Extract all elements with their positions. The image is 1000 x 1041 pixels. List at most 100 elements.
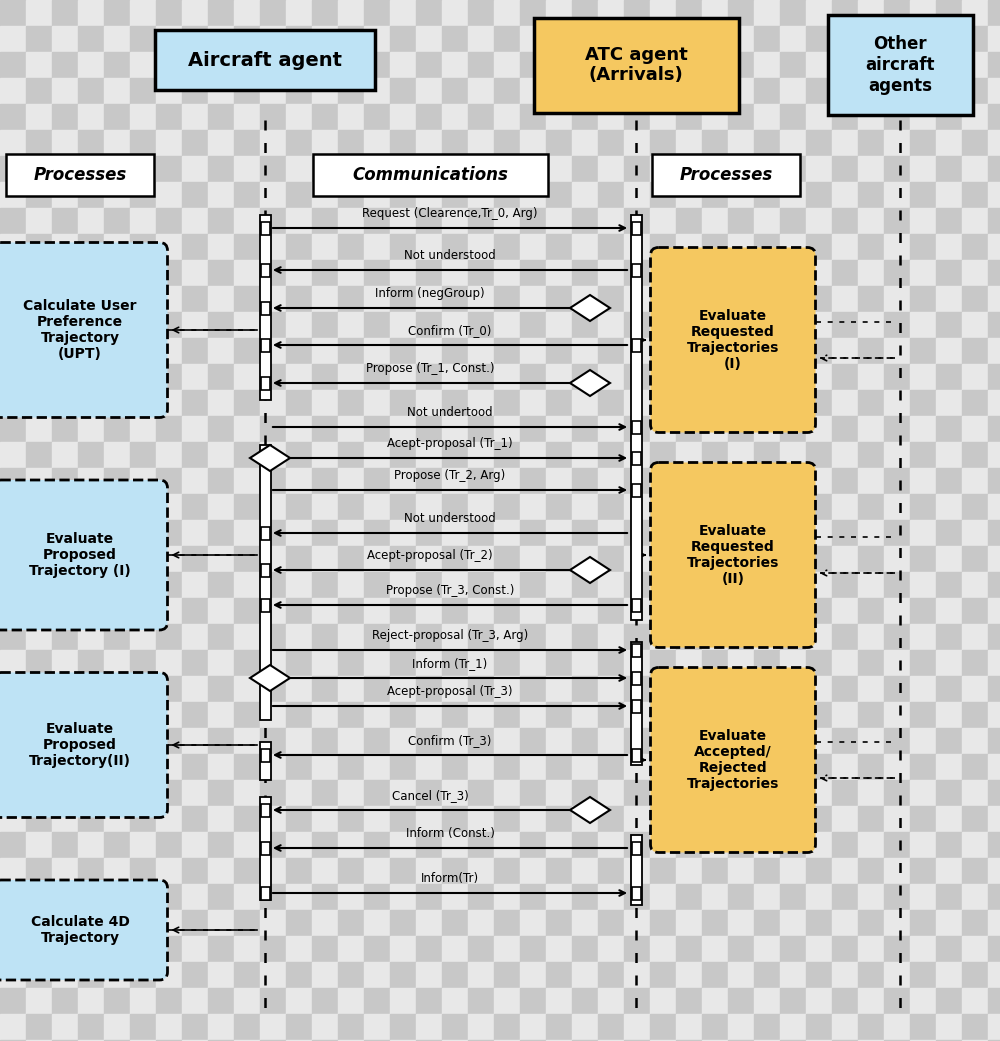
Bar xyxy=(208,494,234,520)
Bar xyxy=(260,494,286,520)
Bar xyxy=(338,104,364,130)
Bar xyxy=(754,520,780,545)
Bar xyxy=(650,130,676,156)
Bar xyxy=(988,910,1000,936)
Bar xyxy=(598,988,624,1014)
Bar xyxy=(624,130,650,156)
Bar xyxy=(52,598,78,624)
Bar xyxy=(130,806,156,832)
Bar xyxy=(728,1014,754,1040)
Bar xyxy=(676,650,702,676)
Bar xyxy=(494,520,520,545)
Bar xyxy=(234,104,260,130)
Bar xyxy=(26,520,52,545)
Bar xyxy=(702,832,728,858)
Bar xyxy=(104,260,130,286)
Bar xyxy=(702,936,728,962)
Bar xyxy=(650,182,676,208)
Bar xyxy=(442,286,468,312)
Text: Evaluate
Proposed
Trajectory (I): Evaluate Proposed Trajectory (I) xyxy=(29,532,131,578)
Bar xyxy=(156,234,182,260)
Bar xyxy=(676,156,702,182)
Bar xyxy=(572,130,598,156)
Bar xyxy=(442,624,468,650)
Bar xyxy=(390,754,416,780)
Bar xyxy=(962,728,988,754)
Bar xyxy=(26,26,52,52)
Bar xyxy=(884,0,910,26)
Bar xyxy=(936,130,962,156)
Bar xyxy=(156,390,182,416)
Bar xyxy=(468,962,494,988)
Bar xyxy=(234,52,260,78)
Bar xyxy=(520,676,546,702)
Bar xyxy=(910,858,936,884)
FancyBboxPatch shape xyxy=(650,667,816,853)
Bar xyxy=(988,988,1000,1014)
Bar xyxy=(858,780,884,806)
Bar xyxy=(884,936,910,962)
Text: Evaluate
Proposed
Trajectory(II): Evaluate Proposed Trajectory(II) xyxy=(29,721,131,768)
Bar xyxy=(26,260,52,286)
Bar xyxy=(156,910,182,936)
Bar xyxy=(546,598,572,624)
Bar xyxy=(442,806,468,832)
Bar xyxy=(624,754,650,780)
Bar xyxy=(754,780,780,806)
Bar xyxy=(676,910,702,936)
Bar xyxy=(130,728,156,754)
Bar xyxy=(416,624,442,650)
Bar xyxy=(598,182,624,208)
Bar xyxy=(910,650,936,676)
Bar xyxy=(104,910,130,936)
Bar xyxy=(52,416,78,442)
Bar xyxy=(208,260,234,286)
Bar xyxy=(494,182,520,208)
Bar xyxy=(780,702,806,728)
Bar xyxy=(0,988,26,1014)
Bar xyxy=(572,962,598,988)
Bar xyxy=(286,104,312,130)
Bar xyxy=(650,728,676,754)
Bar xyxy=(676,545,702,572)
Bar xyxy=(260,599,270,611)
Bar xyxy=(572,572,598,598)
Bar xyxy=(884,104,910,130)
Bar xyxy=(632,338,640,352)
FancyBboxPatch shape xyxy=(0,672,168,817)
Bar xyxy=(598,208,624,234)
Bar xyxy=(156,208,182,234)
Bar xyxy=(780,390,806,416)
Bar xyxy=(754,156,780,182)
Bar xyxy=(754,702,780,728)
Bar xyxy=(312,728,338,754)
Bar xyxy=(676,416,702,442)
Bar xyxy=(624,104,650,130)
Bar xyxy=(364,754,390,780)
Bar xyxy=(182,780,208,806)
Bar xyxy=(832,988,858,1014)
Bar xyxy=(546,0,572,26)
Bar xyxy=(650,416,676,442)
Bar xyxy=(312,858,338,884)
Bar xyxy=(182,78,208,104)
Bar xyxy=(52,130,78,156)
Bar xyxy=(338,520,364,545)
Bar xyxy=(312,182,338,208)
Bar xyxy=(104,338,130,364)
Bar xyxy=(286,442,312,468)
Bar xyxy=(156,884,182,910)
Bar xyxy=(130,936,156,962)
Bar xyxy=(442,468,468,494)
Bar xyxy=(104,884,130,910)
Bar xyxy=(26,416,52,442)
Bar xyxy=(156,936,182,962)
Bar xyxy=(416,0,442,26)
Bar xyxy=(286,156,312,182)
Bar xyxy=(780,545,806,572)
Bar xyxy=(520,936,546,962)
Bar xyxy=(702,104,728,130)
Bar xyxy=(676,104,702,130)
Bar xyxy=(156,494,182,520)
Bar xyxy=(832,676,858,702)
